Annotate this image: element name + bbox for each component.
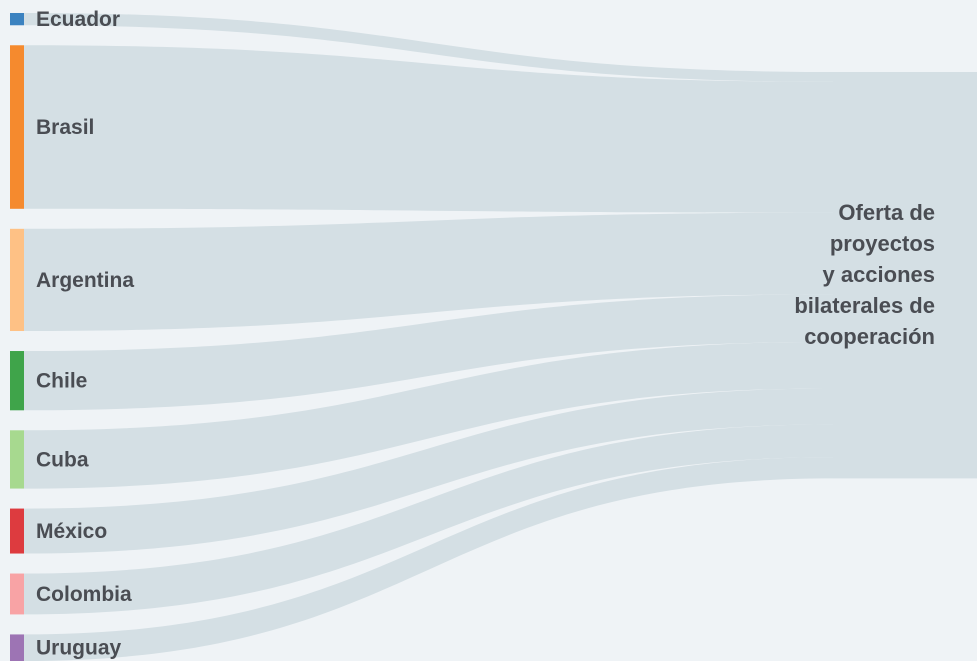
node-brasil (10, 45, 24, 209)
label-cuba: Cuba (36, 448, 89, 471)
label-colombia: Colombia (36, 583, 132, 606)
label-uruguay: Uruguay (36, 637, 122, 660)
node-cuba (10, 430, 24, 489)
node-colombia (10, 573, 24, 615)
node-chile (10, 351, 24, 411)
label-argentina: Argentina (36, 269, 134, 292)
node-uruguay (10, 634, 24, 661)
flow-mexico (24, 388, 833, 554)
target-label-line: proyectos (830, 231, 935, 256)
label-brasil: Brasil (36, 116, 94, 139)
flow-ecuador (24, 13, 833, 82)
target-label-line: y acciones (822, 262, 935, 287)
label-ecuador: Ecuador (36, 8, 120, 31)
target-label-line: Oferta de (838, 200, 935, 225)
flow-uruguay (24, 457, 833, 661)
source-nodes-layer (10, 13, 24, 661)
target-node (833, 72, 977, 479)
node-argentina (10, 228, 24, 332)
flow-chile (24, 294, 833, 411)
flow-cuba (24, 341, 833, 489)
target-label-line: bilaterales de (794, 293, 935, 318)
flow-colombia (24, 424, 833, 615)
source-labels-layer: Ecuador Brasil Argentina Chile Cuba México Col… (36, 8, 134, 660)
flow-brasil (24, 45, 833, 213)
label-chile: Chile (36, 370, 87, 393)
label-mexico: México (36, 520, 107, 543)
target-label: Oferta de proyectos y acciones bilaterales … (794, 200, 935, 349)
target-label-line: cooperación (804, 324, 935, 349)
flow-argentina (24, 212, 833, 332)
node-mexico (10, 508, 24, 554)
node-ecuador (10, 13, 24, 26)
flows-layer (24, 13, 833, 661)
